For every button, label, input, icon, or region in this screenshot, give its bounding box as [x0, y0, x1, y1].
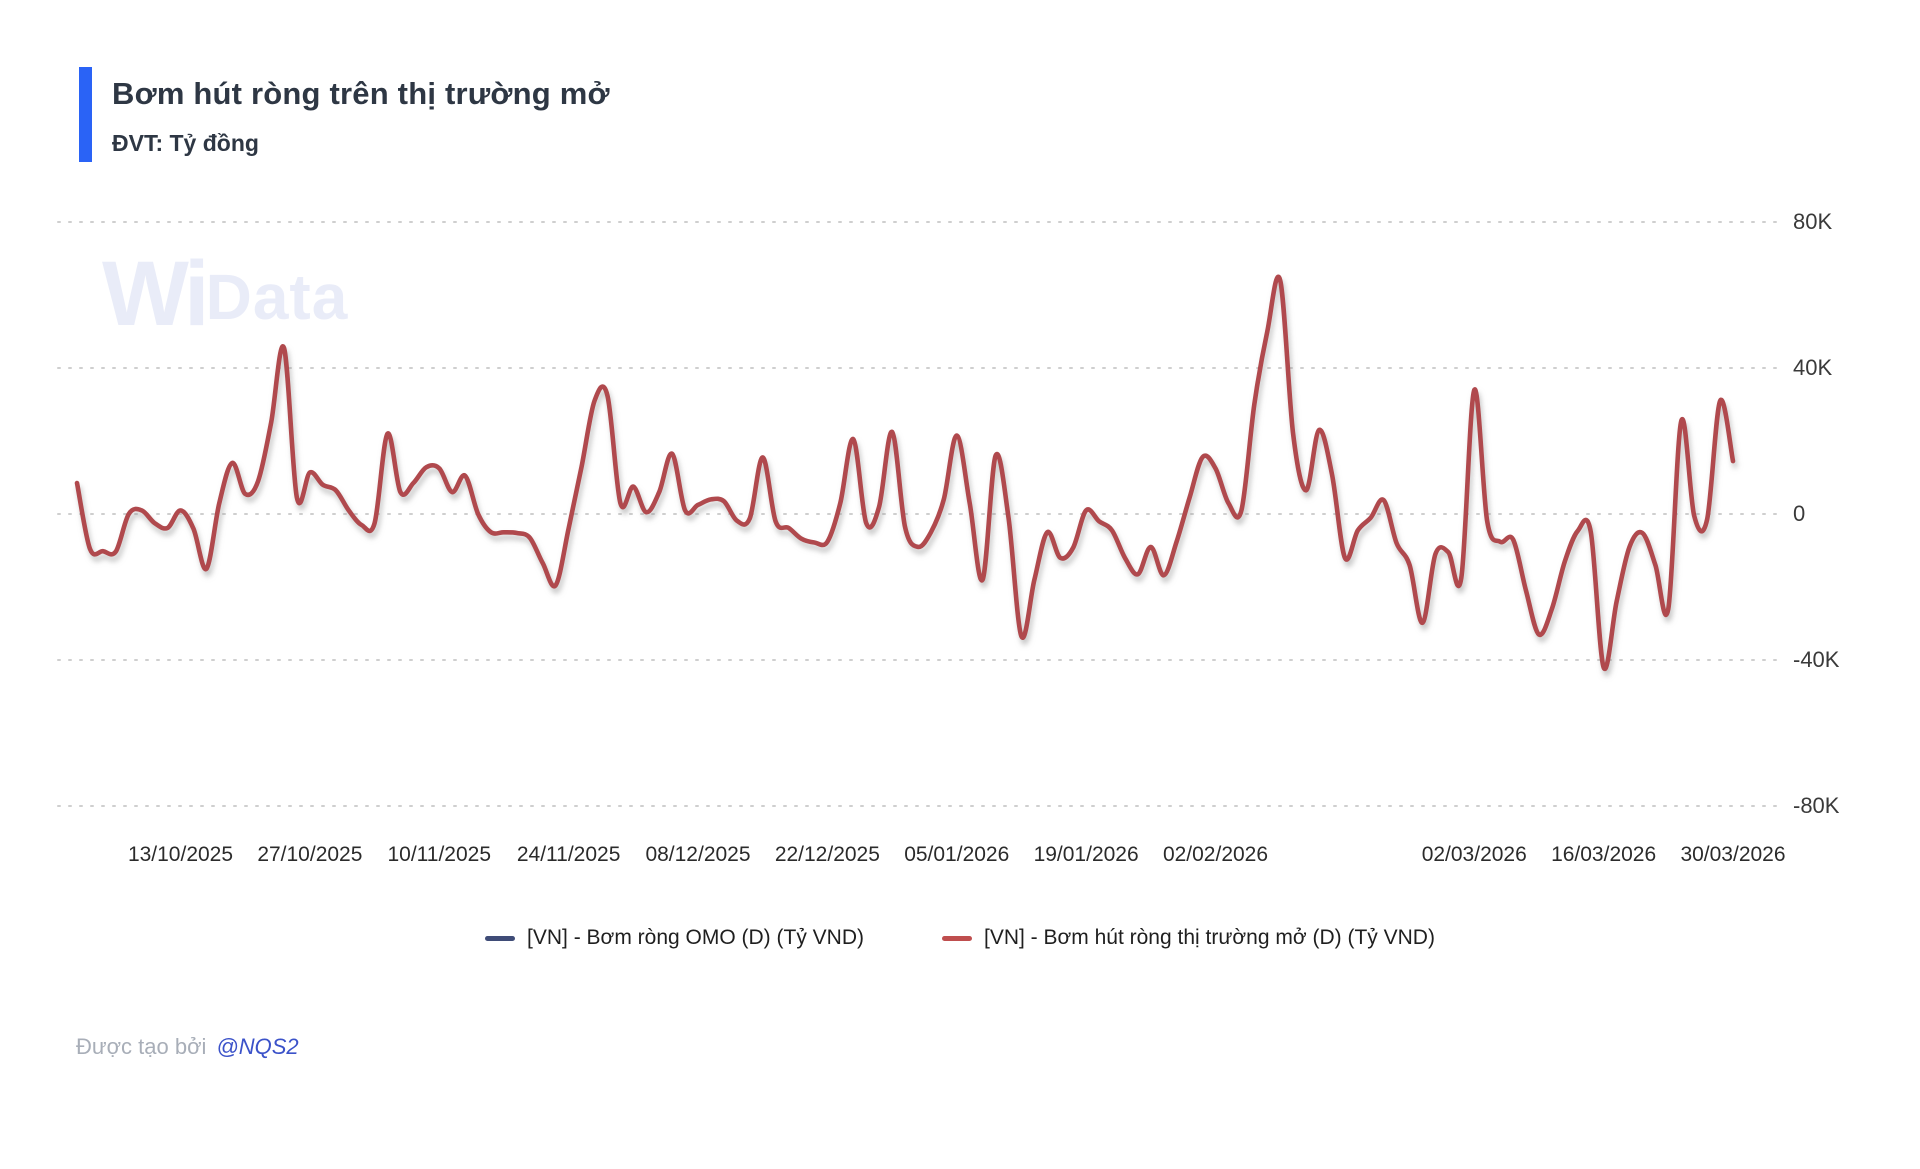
x-axis-label-02-03-2026: 02/03/2026 [1421, 843, 1527, 866]
y-axis-label--40K: -40K [1793, 647, 1840, 672]
chart-legend: [VN] - Bơm ròng OMO (D) (Tỷ VND) [VN] - B… [0, 926, 1920, 950]
footer-credit: Được tạo bởi @NQS2 [76, 1034, 299, 1060]
widata-watermark: WiData [102, 242, 348, 347]
x-axis-label-16-03-2026: 16/03/2026 [1551, 843, 1657, 866]
created-by-label: Được tạo bởi [76, 1034, 207, 1059]
author-link[interactable]: @NQS2 [216, 1034, 299, 1059]
legend-item-0[interactable]: [VN] - Bơm ròng OMO (D) (Tỷ VND) [485, 926, 864, 950]
x-axis-label-10-11-2025: 10/11/2025 [387, 843, 492, 866]
legend-swatch-icon [485, 935, 516, 941]
y-axis-label-0: 0 [1793, 501, 1806, 526]
y-axis-label-80K: 80K [1793, 209, 1833, 234]
legend-item-1[interactable]: [VN] - Bơm hút ròng thị trường mở (D) (T… [942, 926, 1435, 950]
watermark-wi: Wi [102, 243, 210, 345]
gridlines [57, 221, 1781, 807]
legend-label: [VN] - Bơm ròng OMO (D) (Tỷ VND) [527, 926, 864, 949]
x-axis-label-19-01-2026: 19/01/2026 [1033, 843, 1139, 866]
x-axis-label-13-10-2025: 13/10/2025 [127, 843, 234, 866]
x-axis-label-05-01-2026: 05/01/2026 [904, 843, 1010, 866]
page-title: Bơm hút ròng trên thị trường mở [112, 76, 610, 111]
y-axis-label-40K: 40K [1793, 355, 1833, 380]
y-axis-label--80K: -80K [1793, 793, 1840, 818]
title-accent-bar [79, 67, 92, 162]
x-axis-label-02-02-2026: 02/02/2026 [1162, 843, 1269, 866]
legend-swatch-icon [942, 935, 972, 941]
x-axis-label-27-10-2025: 27/10/2025 [257, 843, 363, 866]
unit-subtitle: ĐVT: Tỷ đồng [112, 130, 259, 156]
net-omo-line-series[interactable] [74, 274, 1736, 672]
x-axis-label-24-11-2025: 24/11/2025 [516, 843, 621, 866]
x-axis-label-30-03-2026: 30/03/2026 [1680, 843, 1786, 866]
watermark-data: Data [205, 261, 349, 333]
legend-label: [VN] - Bơm hút ròng thị trường mở (D) (T… [984, 926, 1435, 949]
x-axis-label-08-12-2025: 08/12/2025 [645, 843, 751, 866]
x-axis-label-22-12-2025: 22/12/2025 [774, 843, 880, 866]
